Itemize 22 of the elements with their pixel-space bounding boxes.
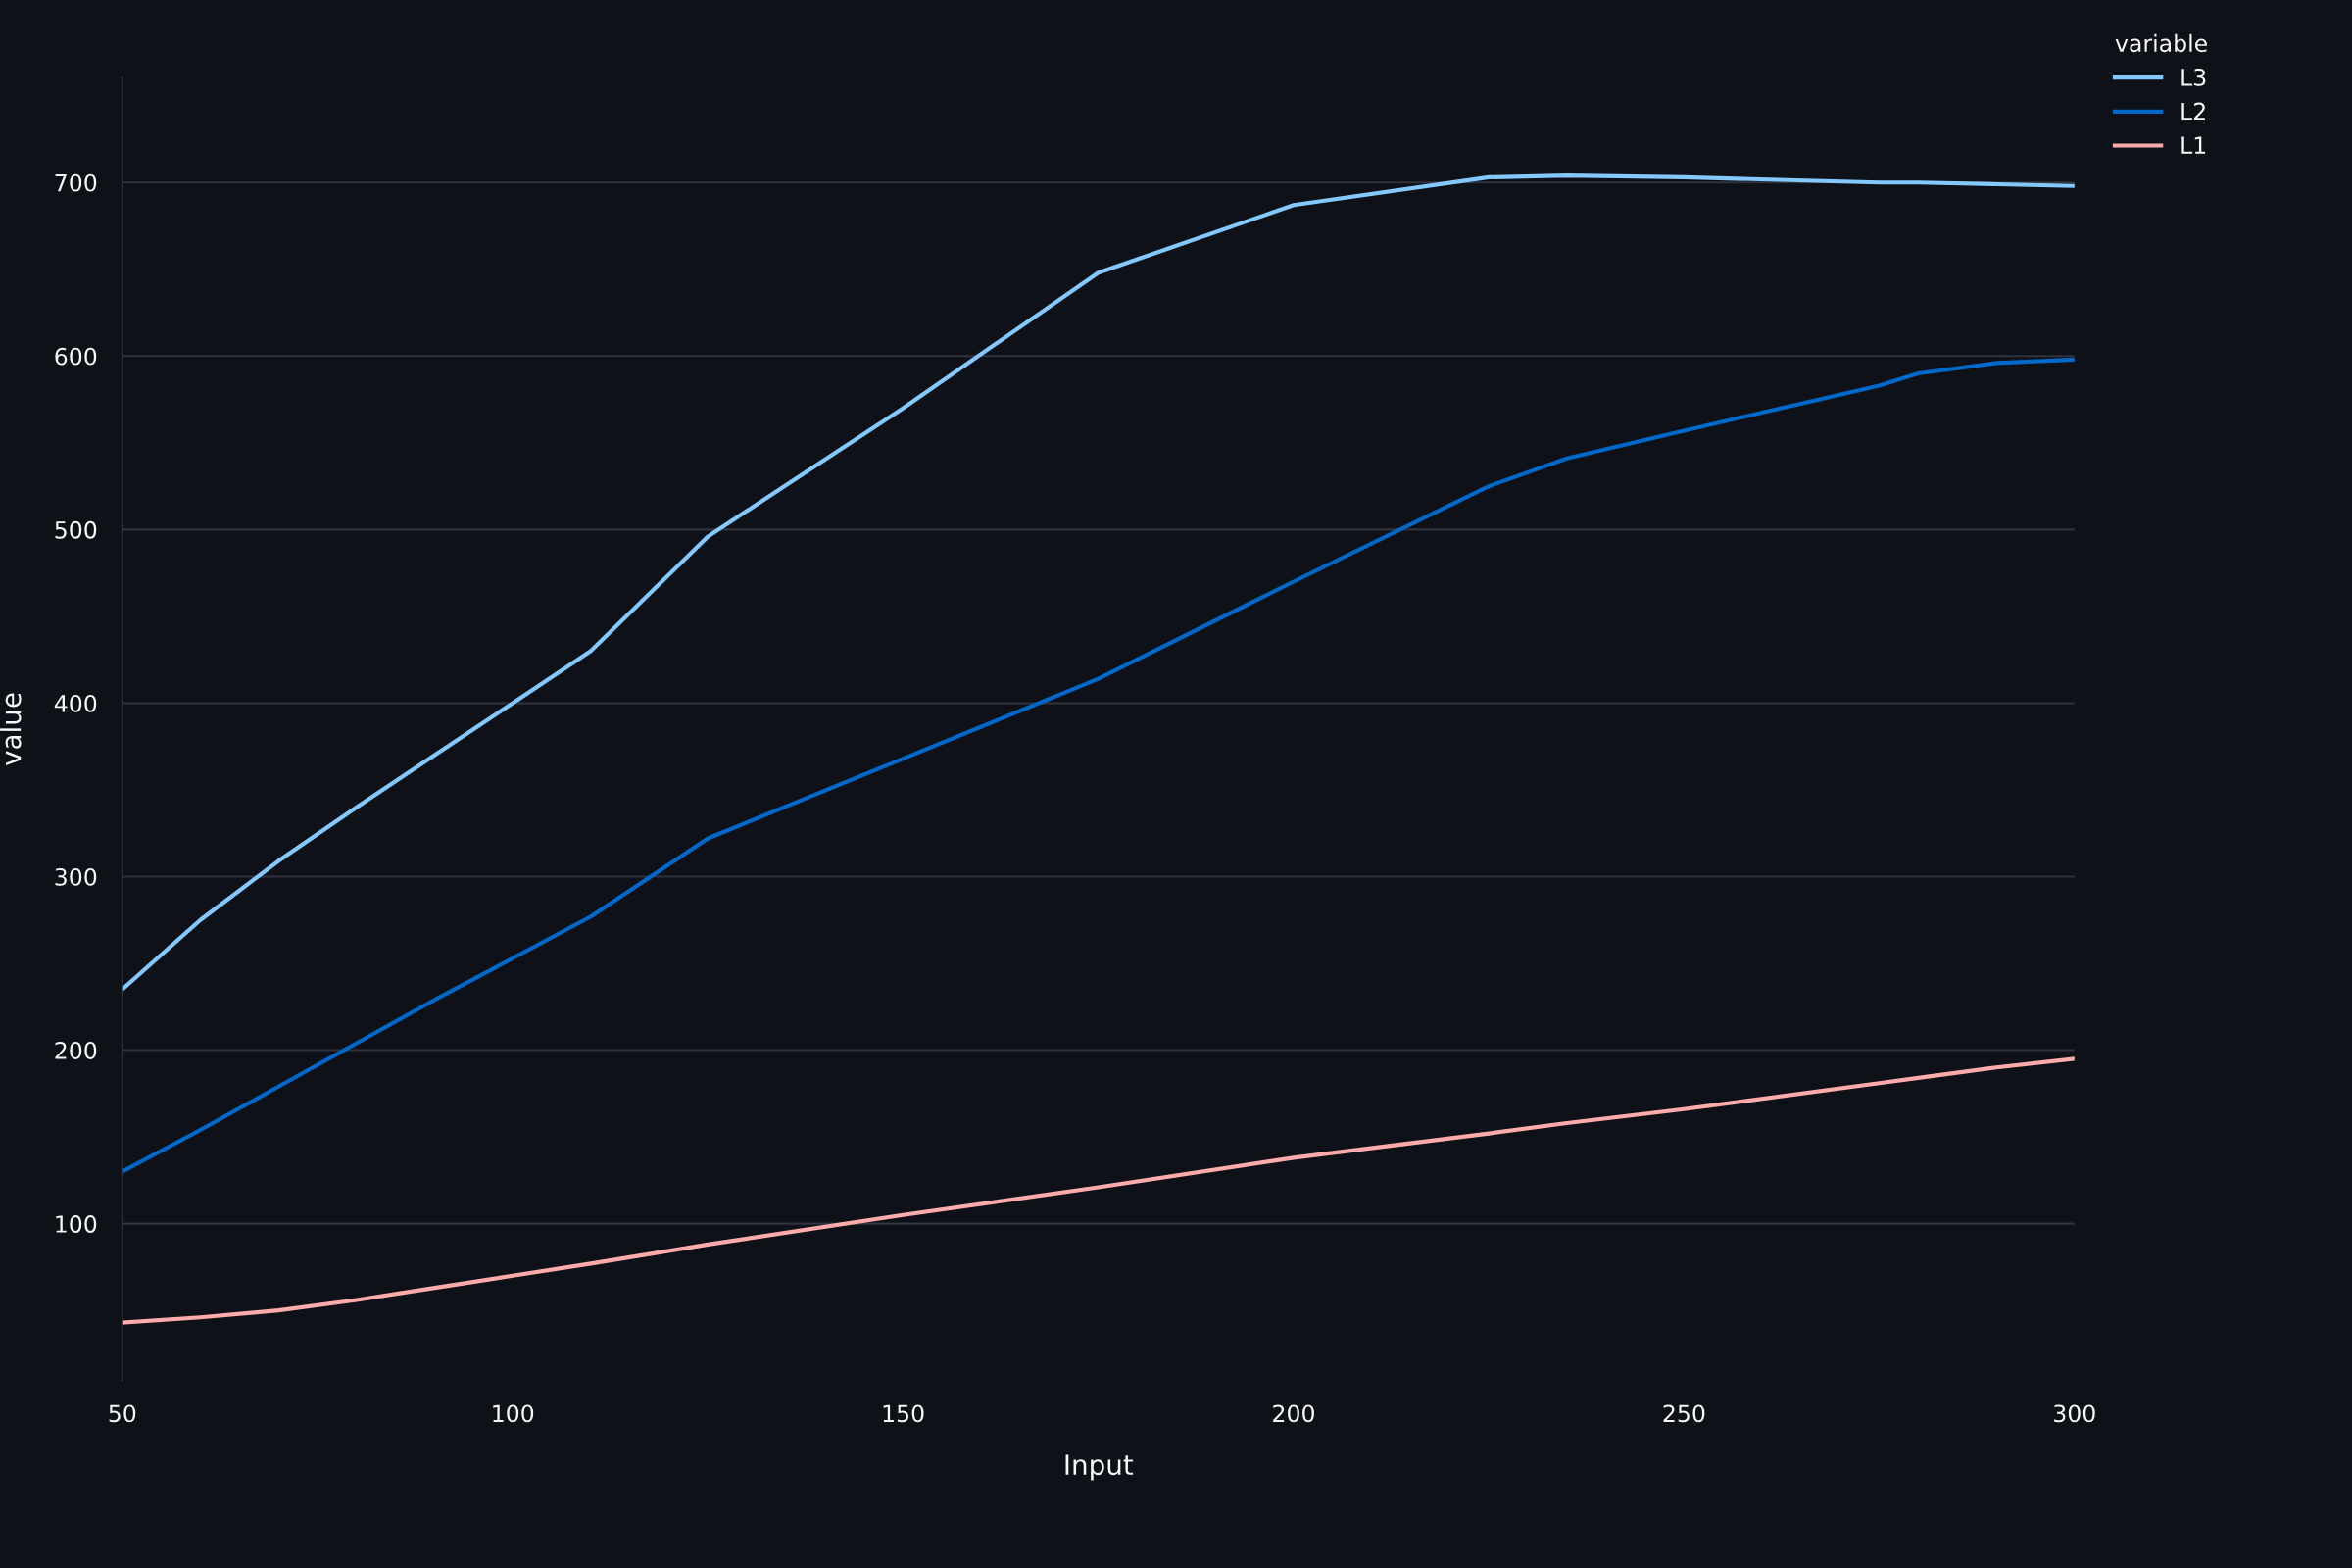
x-tick-label: 150 (883, 1404, 924, 1423)
legend-label: L1 (2181, 136, 2206, 154)
legend-label: L2 (2181, 102, 2205, 121)
y-tick-label: 200 (55, 1042, 97, 1059)
x-tick-label: 250 (1663, 1404, 1705, 1423)
line-series (122, 1056, 2075, 1325)
x-tick-label: 100 (493, 1404, 534, 1423)
x-tick-label: 50 (109, 1404, 136, 1423)
x-tick-label: 200 (1273, 1404, 1314, 1423)
y-tick-label: 500 (55, 520, 97, 539)
y-axis-title: value (0, 693, 22, 766)
x-axis-title: Input (1065, 1454, 1134, 1481)
line-series (122, 173, 2075, 992)
legend-label: L3 (2181, 68, 2206, 86)
y-tick-label: 400 (54, 694, 97, 712)
line-series (122, 357, 2075, 1174)
y-tick-label: 100 (56, 1215, 97, 1233)
y-tick-label: 600 (55, 347, 97, 366)
y-tick-label: 700 (55, 173, 97, 192)
legend-title: variable (2115, 33, 2207, 53)
y-tick-label: 300 (55, 867, 97, 886)
x-tick-label: 300 (2054, 1404, 2095, 1423)
